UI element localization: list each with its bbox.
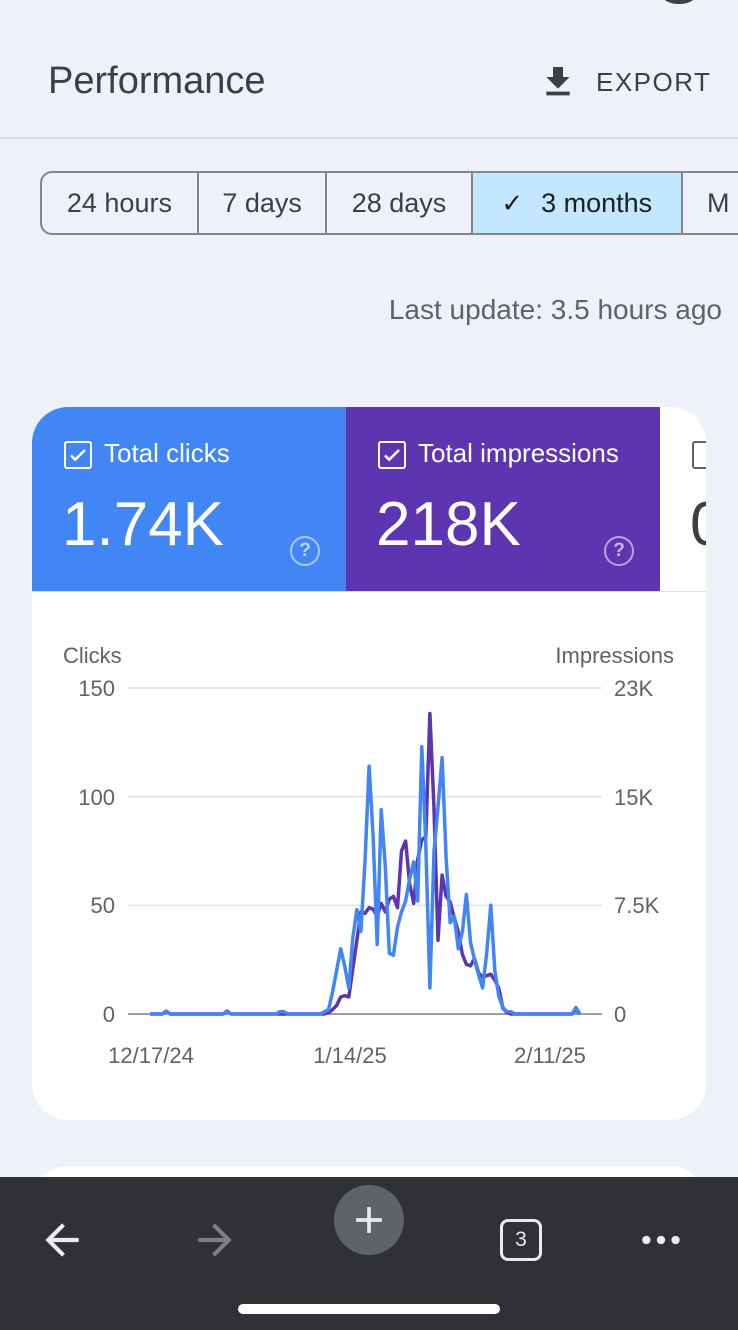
arrow-right-icon xyxy=(198,1223,232,1257)
right-tick-label: 0 xyxy=(614,1002,626,1027)
x-tick-label: 12/17/24 xyxy=(108,1043,194,1068)
page-title: Performance xyxy=(48,60,266,102)
metric-total-clicks[interactable]: Total clicks 1.74K ? xyxy=(32,407,346,592)
right-tick-label: 23K xyxy=(614,676,653,701)
left-axis-title: Clicks xyxy=(63,643,122,668)
left-tick-label: 100 xyxy=(78,785,115,810)
performance-chart: Clicks Impressions 150 100 50 0 23K 15K … xyxy=(63,643,674,1068)
more-horizontal-icon xyxy=(642,1235,680,1245)
metric-value: 1.74K xyxy=(62,490,225,559)
right-axis-title: Impressions xyxy=(555,643,674,668)
metric-label: Total impressions xyxy=(418,438,619,468)
tab-count: 3 xyxy=(500,1219,542,1261)
left-tick-label: 50 xyxy=(91,893,115,918)
checkbox-unchecked-icon[interactable] xyxy=(692,441,706,469)
arrow-left-icon xyxy=(45,1223,79,1257)
range-option-3-months[interactable]: ✓ 3 months xyxy=(472,173,683,233)
export-label: EXPORT xyxy=(596,66,712,97)
export-button[interactable]: EXPORT xyxy=(538,60,711,104)
forward-button[interactable] xyxy=(172,1197,258,1283)
menu-button[interactable] xyxy=(618,1197,704,1283)
clicks-series-line xyxy=(150,744,582,1016)
checkmark-icon: ✓ xyxy=(501,187,524,218)
tab-switcher-button[interactable]: 3 xyxy=(478,1197,564,1283)
range-option-more[interactable]: M xyxy=(706,187,730,218)
x-tick-label: 2/11/25 xyxy=(514,1043,586,1068)
right-tick-label: 15K xyxy=(614,785,653,810)
browser-toolbar: 3 xyxy=(0,1177,738,1330)
range-option-7-days[interactable]: 7 days xyxy=(199,173,328,233)
date-range-selector: 24 hours 7 days 28 days ✓ 3 months M xyxy=(40,171,738,235)
divider xyxy=(32,591,706,592)
range-option-24-hours[interactable]: 24 hours xyxy=(42,173,199,233)
metric-total-impressions[interactable]: Total impressions 218K ? xyxy=(346,407,660,592)
home-indicator xyxy=(238,1304,500,1314)
download-icon xyxy=(546,67,570,96)
last-update-text: Last update: 3.5 hours ago xyxy=(388,294,722,325)
new-tab-button[interactable] xyxy=(334,1185,404,1255)
help-icon[interactable]: ? xyxy=(604,536,634,566)
plus-icon xyxy=(356,1207,382,1233)
avatar[interactable] xyxy=(662,0,696,4)
metric-next-partial[interactable]: 0 xyxy=(660,407,706,592)
right-tick-label: 7.5K xyxy=(614,893,660,918)
metric-label: Total clicks xyxy=(104,438,230,468)
x-tick-label: 1/14/25 xyxy=(313,1043,386,1068)
back-button[interactable] xyxy=(19,1197,105,1283)
metric-value: 0 xyxy=(690,489,706,560)
checkbox-checked-icon[interactable] xyxy=(64,441,92,469)
performance-card: Total clicks 1.74K ? Total impressions 2… xyxy=(32,407,706,1120)
left-tick-label: 150 xyxy=(78,676,115,701)
help-icon[interactable]: ? xyxy=(290,536,320,566)
app-header: Performance EXPORT xyxy=(0,0,738,139)
left-tick-label: 0 xyxy=(103,1002,115,1027)
checkbox-checked-icon[interactable] xyxy=(378,441,406,469)
metric-value: 218K xyxy=(376,490,521,559)
range-option-28-days[interactable]: 28 days xyxy=(327,173,473,233)
